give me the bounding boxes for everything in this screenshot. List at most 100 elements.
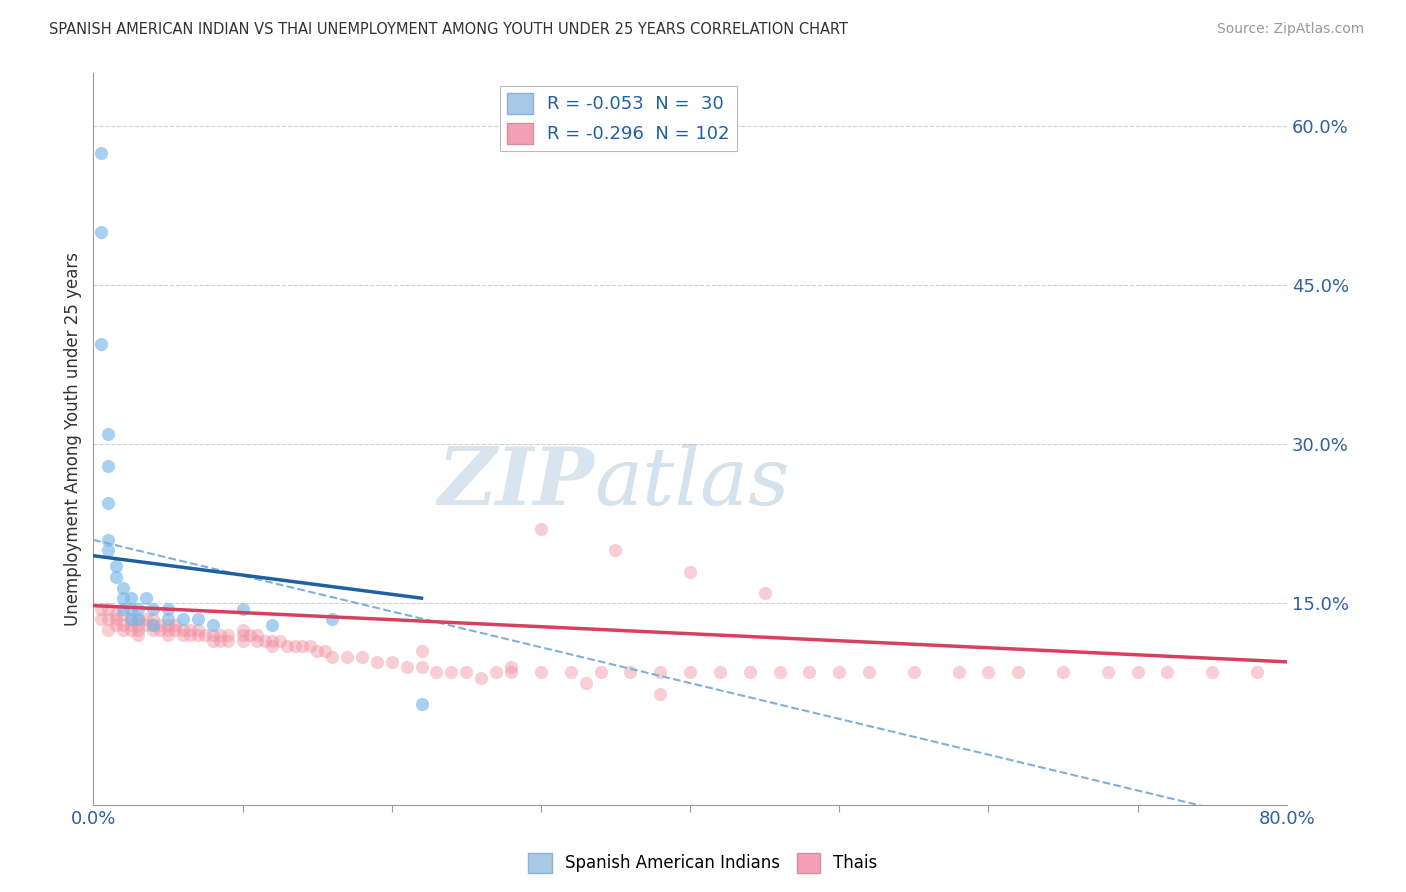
Point (194, 628, 217, 642)
Point (127, 623, 149, 637)
Point (156, 617, 179, 632)
Point (120, 612, 142, 626)
Point (142, 617, 165, 632)
Point (269, 633, 291, 648)
Point (135, 612, 157, 626)
Text: ZIP: ZIP (437, 444, 595, 522)
Point (172, 628, 194, 642)
Point (127, 628, 149, 642)
Point (104, 617, 127, 632)
Point (142, 602, 165, 616)
Text: SPANISH AMERICAN INDIAN VS THAI UNEMPLOYMENT AMONG YOUTH UNDER 25 YEARS CORRELAT: SPANISH AMERICAN INDIAN VS THAI UNEMPLOY… (49, 22, 848, 37)
Y-axis label: Unemployment Among Youth under 25 years: Unemployment Among Youth under 25 years (65, 252, 82, 626)
Point (246, 628, 269, 642)
Point (395, 660, 418, 674)
Point (314, 644, 336, 658)
Point (201, 617, 224, 632)
Point (1156, 665, 1178, 680)
Point (307, 644, 329, 658)
Point (858, 665, 880, 680)
Point (112, 623, 135, 637)
Point (120, 591, 142, 606)
Text: atlas: atlas (595, 444, 790, 522)
Point (262, 639, 284, 653)
Point (1097, 665, 1119, 680)
Point (903, 665, 925, 680)
Point (90, 612, 112, 626)
Point (560, 665, 582, 680)
Point (485, 665, 508, 680)
Point (619, 665, 641, 680)
Point (298, 639, 321, 653)
Point (530, 522, 553, 536)
Point (187, 628, 209, 642)
Point (97, 543, 120, 558)
Point (201, 628, 224, 642)
Point (411, 698, 433, 712)
Point (97, 612, 120, 626)
Point (127, 602, 149, 616)
Point (499, 660, 522, 674)
Point (209, 633, 232, 648)
Point (112, 602, 135, 616)
Point (440, 665, 463, 680)
Point (276, 639, 298, 653)
Point (291, 639, 314, 653)
Point (142, 612, 165, 626)
Point (120, 623, 142, 637)
Point (90, 336, 112, 351)
Point (650, 665, 672, 680)
Point (262, 617, 284, 632)
Point (142, 623, 165, 637)
Point (470, 671, 492, 685)
Point (217, 628, 239, 642)
Point (366, 655, 388, 669)
Point (650, 687, 672, 701)
Point (530, 665, 553, 680)
Point (104, 612, 127, 626)
Point (679, 665, 702, 680)
Point (209, 628, 232, 642)
Point (172, 623, 194, 637)
Point (768, 665, 790, 680)
Point (948, 665, 970, 680)
Legend: R = -0.053  N =  30, R = -0.296  N = 102: R = -0.053 N = 30, R = -0.296 N = 102 (501, 86, 737, 151)
Point (135, 591, 157, 606)
Point (156, 612, 179, 626)
Point (605, 543, 627, 558)
Point (112, 591, 135, 606)
Point (156, 602, 179, 616)
Point (97, 533, 120, 547)
Point (165, 617, 187, 632)
Point (104, 570, 127, 584)
Point (112, 581, 135, 595)
Point (127, 617, 149, 632)
Point (828, 665, 851, 680)
Point (1126, 665, 1149, 680)
Point (201, 633, 224, 648)
Point (104, 559, 127, 574)
Point (97, 496, 120, 510)
Point (120, 602, 142, 616)
Point (977, 665, 1000, 680)
Point (754, 586, 776, 600)
Point (165, 623, 187, 637)
Point (262, 633, 284, 648)
Point (253, 633, 276, 648)
Point (411, 660, 433, 674)
Point (156, 628, 179, 642)
Point (112, 607, 135, 621)
Point (589, 665, 612, 680)
Point (411, 644, 433, 658)
Point (149, 623, 172, 637)
Point (231, 623, 253, 637)
Point (425, 665, 447, 680)
Point (149, 617, 172, 632)
Point (127, 612, 149, 626)
Point (246, 633, 269, 648)
Point (179, 623, 201, 637)
Point (381, 655, 404, 669)
Point (456, 665, 478, 680)
Point (499, 665, 522, 680)
Point (231, 628, 253, 642)
